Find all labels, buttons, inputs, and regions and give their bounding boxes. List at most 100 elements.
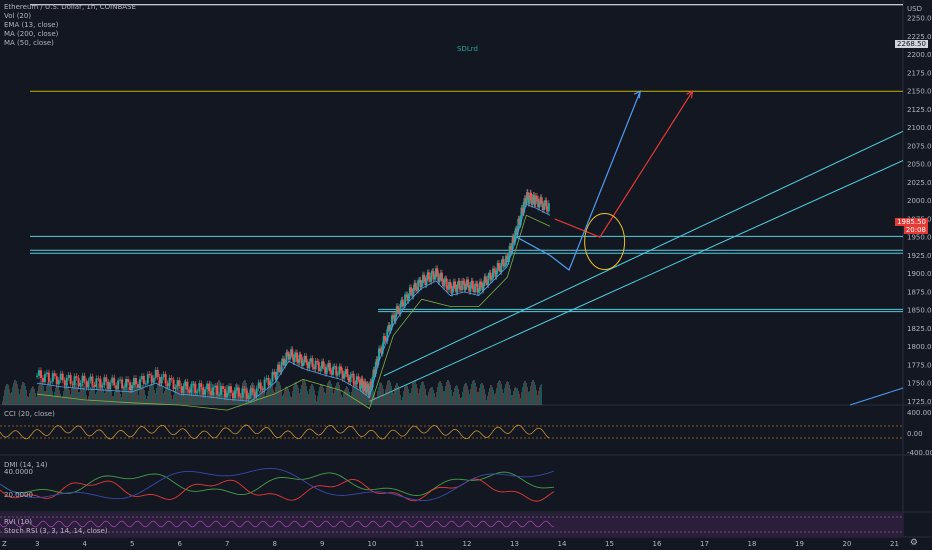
volume-bar <box>12 387 13 405</box>
candle-body <box>490 278 493 281</box>
volume-bar <box>420 385 421 405</box>
volume-bar <box>67 383 68 405</box>
timezone-button[interactable]: Z <box>2 540 7 548</box>
indicator-ema[interactable]: EMA (13, close) <box>4 21 59 29</box>
candle-body <box>325 367 328 374</box>
candle-body <box>194 383 197 393</box>
volume-bar <box>389 380 390 405</box>
stoch-rsi-pane-label[interactable]: Stoch RSI (3, 3, 14, 14, close) <box>4 527 108 535</box>
candle-body <box>69 375 72 384</box>
candle-body <box>471 280 474 290</box>
candle-body <box>371 377 374 388</box>
volume-bar <box>216 385 217 405</box>
candle-body <box>497 262 500 269</box>
volume-bar <box>278 381 279 405</box>
candle-body <box>370 381 373 384</box>
indicator-ma50[interactable]: MA (50, close) <box>4 39 54 47</box>
volume-bar <box>438 383 439 405</box>
volume-bar <box>375 397 376 405</box>
candle-body <box>200 383 203 388</box>
cci-pane-label[interactable]: CCI (20, close) <box>4 410 55 418</box>
volume-bar <box>245 380 246 405</box>
volume-bar <box>424 385 425 405</box>
settings-icon[interactable]: ⚙ <box>909 538 918 548</box>
volume-bar <box>77 387 78 405</box>
volume-bar <box>8 385 9 405</box>
volume-bar <box>134 380 135 405</box>
candle-body <box>489 272 492 281</box>
volume-bar <box>518 391 519 405</box>
volume-bar <box>150 384 151 405</box>
candle-body <box>451 288 454 294</box>
candle-body <box>537 198 540 208</box>
volume-bar <box>524 381 525 405</box>
candle-body <box>57 380 60 385</box>
volume-bar <box>470 389 471 405</box>
volume-bar <box>321 384 322 405</box>
candle-body <box>427 272 430 280</box>
volume-bar <box>320 384 321 405</box>
volume-bar <box>412 383 413 405</box>
volume-bar <box>323 388 324 405</box>
dmi-pane-label[interactable]: DMI (14, 14) <box>4 461 48 469</box>
candle-body <box>263 379 266 390</box>
volume-bar <box>244 380 245 405</box>
volume-bar <box>330 381 331 405</box>
candle-body <box>546 209 549 212</box>
candle-body <box>255 388 258 397</box>
volume-bar <box>500 381 501 405</box>
candle-body <box>522 212 525 214</box>
candle-body <box>547 203 550 212</box>
indicator-vol[interactable]: Vol (20) <box>4 12 32 20</box>
candle-body <box>47 372 50 382</box>
candle-body <box>214 385 217 388</box>
candle-body <box>226 392 228 398</box>
volume-bar <box>236 383 237 405</box>
volume-bar <box>22 382 23 405</box>
candle-body <box>502 258 505 267</box>
volume-bar <box>429 389 430 405</box>
volume-bar <box>222 391 223 405</box>
candle-body <box>319 368 322 372</box>
time-tick-label: 17 <box>700 540 709 548</box>
candle-body <box>349 374 352 383</box>
rvi-line <box>0 520 555 528</box>
volume-bar <box>329 380 330 405</box>
volume-bar <box>180 395 181 405</box>
volume-bar <box>377 391 378 405</box>
candle-body <box>519 215 522 225</box>
candle-body <box>341 370 344 379</box>
candle-body <box>482 283 485 291</box>
price-tick-label: 2150.00 <box>907 88 932 96</box>
candle-body <box>63 380 66 386</box>
volume-bar <box>336 383 337 405</box>
volume-bar <box>45 391 46 405</box>
volume-bar <box>302 381 303 405</box>
volume-bar <box>303 380 304 405</box>
candle-body <box>49 381 52 383</box>
rvi-pane-label[interactable]: RVI (10) <box>4 518 32 526</box>
candle-body <box>93 384 96 388</box>
candle-body <box>261 389 264 391</box>
volume-bar <box>503 393 504 405</box>
volume-bar <box>513 391 514 405</box>
volume-bar <box>275 387 276 405</box>
volume-bar <box>395 385 396 405</box>
candle-body <box>324 366 327 374</box>
volume-bar <box>63 391 64 405</box>
volume-bar <box>185 380 186 405</box>
volume-bar <box>284 390 285 405</box>
indicator-ma200[interactable]: MA (200, close) <box>4 30 59 38</box>
volume-bar <box>411 388 412 405</box>
volume-bar <box>521 392 522 405</box>
volume-bar <box>52 391 53 405</box>
candle-body <box>107 381 110 389</box>
dmi-plus-line <box>0 471 555 496</box>
volume-bar <box>442 386 443 405</box>
candle-body <box>154 370 157 378</box>
volume-bar <box>474 380 475 405</box>
volume-bar <box>457 386 458 405</box>
candle-body <box>410 287 413 292</box>
